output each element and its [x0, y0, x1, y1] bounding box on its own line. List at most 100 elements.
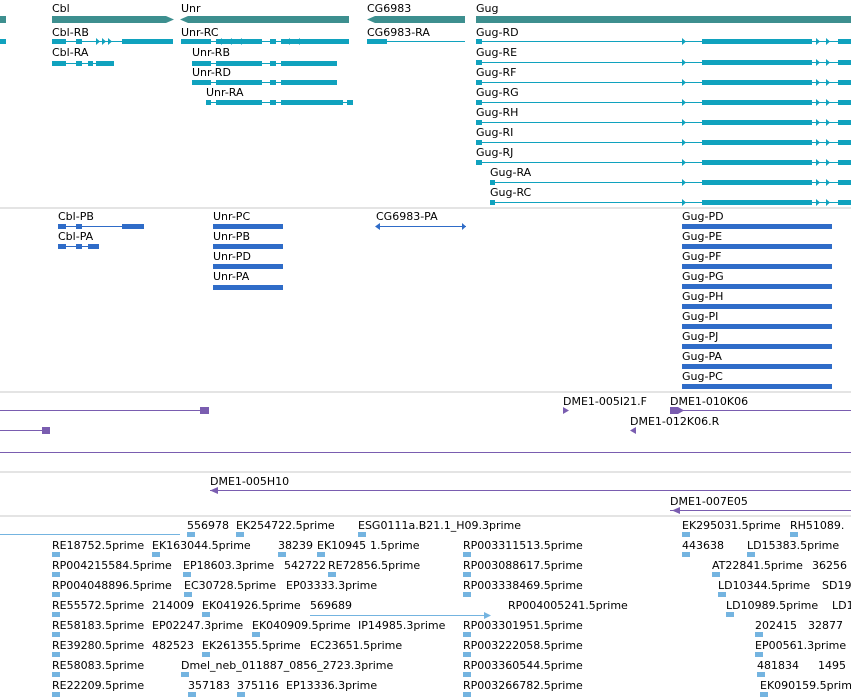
protein-cbl-pb[interactable]: Cbl-PB: [58, 210, 144, 229]
protein-unr-pb[interactable]: Unr-PB: [213, 230, 283, 249]
est-feature[interactable]: [52, 632, 60, 637]
transcript-label: Gug-RD: [476, 26, 519, 39]
gene-gug[interactable]: Gug: [476, 2, 851, 23]
transcript-gug-rh[interactable]: Gug-RH: [476, 106, 851, 125]
transcript-unr-rc[interactable]: Unr-RC: [181, 26, 349, 44]
est-feature[interactable]: [278, 552, 286, 557]
est-feature[interactable]: [463, 692, 471, 697]
transcript-unr-rb[interactable]: Unr-RB: [192, 46, 337, 66]
est-feature[interactable]: [202, 652, 210, 657]
est-feature[interactable]: [52, 552, 60, 557]
est-label: RP003088617.5prime: [463, 559, 583, 572]
est-feature[interactable]: [463, 652, 471, 657]
protein-gug-pg[interactable]: Gug-PG: [682, 270, 832, 289]
transcript-unr-rd[interactable]: Unr-RD: [192, 66, 337, 85]
est-feature[interactable]: [52, 652, 60, 657]
est-feature[interactable]: [463, 632, 471, 637]
est-feature[interactable]: [682, 552, 690, 557]
exon: [213, 224, 283, 229]
est-feature[interactable]: [328, 572, 336, 577]
clone-dme1-005i21[interactable]: DME1-005I21.F: [563, 395, 647, 414]
est-feature[interactable]: [484, 612, 491, 619]
est-feature[interactable]: [237, 692, 245, 697]
est-feature[interactable]: [463, 572, 471, 577]
gene-cg6983[interactable]: CG6983: [367, 2, 465, 23]
est-feature[interactable]: [755, 632, 763, 637]
est-feature[interactable]: [463, 552, 471, 557]
transcript-gug-re[interactable]: Gug-RE: [476, 46, 851, 65]
est-feature[interactable]: [187, 532, 195, 537]
est-feature[interactable]: [236, 532, 244, 537]
est-feature[interactable]: [755, 652, 763, 657]
transcript-gug-rc[interactable]: Gug-RC: [490, 186, 851, 205]
clone-dme1-007e05[interactable]: DME1-007E05: [670, 495, 851, 514]
est-feature[interactable]: [202, 612, 210, 617]
est-feature[interactable]: [52, 612, 60, 617]
protein-cbl-pa[interactable]: Cbl-PA: [58, 230, 99, 249]
protein-unr-pa[interactable]: Unr-PA: [213, 270, 283, 290]
protein-gug-pe[interactable]: Gug-PE: [682, 230, 832, 249]
est-feature[interactable]: [184, 592, 192, 597]
protein-gug-pj[interactable]: Gug-PJ: [682, 330, 832, 349]
transcript-gug-rg[interactable]: Gug-RG: [476, 86, 851, 105]
protein-gug-pi[interactable]: Gug-PI: [682, 310, 832, 329]
est-feature[interactable]: [52, 672, 60, 677]
transcript-cbl-ra[interactable]: Cbl-RA: [52, 46, 114, 66]
protein-unr-pc[interactable]: Unr-PC: [213, 210, 283, 229]
transcript-gug-ra[interactable]: Gug-RA: [490, 166, 851, 185]
transcript-unr-ra[interactable]: Unr-RA: [206, 86, 353, 105]
gene-cbl[interactable]: Cbl: [52, 2, 174, 23]
protein-unr-pd[interactable]: Unr-PD: [213, 250, 283, 269]
exon: [702, 80, 812, 85]
est-feature[interactable]: [358, 532, 366, 537]
est-feature[interactable]: [52, 572, 60, 577]
protein-cg6983-pa[interactable]: CG6983-PA: [375, 210, 466, 230]
est-feature[interactable]: [317, 552, 325, 557]
est-feature[interactable]: [463, 592, 471, 597]
transcript-cbl-rb[interactable]: Cbl-RB: [52, 26, 173, 44]
gene-bar[interactable]: [0, 16, 6, 23]
exon: [281, 61, 337, 66]
est-feature[interactable]: [183, 572, 191, 577]
est-feature[interactable]: [790, 532, 798, 537]
est-feature[interactable]: [757, 672, 765, 677]
protein-gug-pa[interactable]: Gug-PA: [682, 350, 832, 369]
est-label: 1.5prime: [370, 539, 420, 552]
est-feature[interactable]: [52, 592, 60, 597]
protein-gug-pd[interactable]: Gug-PD: [682, 210, 832, 229]
est-label: RE39280.5prime: [52, 639, 144, 652]
est-feature[interactable]: [712, 572, 720, 577]
est-feature[interactable]: [718, 592, 726, 597]
est-feature[interactable]: [747, 552, 755, 557]
clone-span[interactable]: [0, 407, 209, 414]
est-label: RE55572.5prime: [52, 599, 144, 612]
est-feature[interactable]: [252, 632, 260, 637]
est-feature[interactable]: [152, 552, 160, 557]
clone-dme1-012k06[interactable]: DME1-012K06.R: [630, 415, 720, 434]
protein-gug-pf[interactable]: Gug-PF: [682, 250, 832, 269]
est-feature[interactable]: [463, 672, 471, 677]
est-feature[interactable]: [52, 692, 60, 697]
gene-unr[interactable]: Unr: [180, 2, 349, 23]
protein-gug-pc[interactable]: Gug-PC: [682, 370, 832, 389]
clone-span[interactable]: [0, 427, 50, 434]
est-feature[interactable]: [181, 672, 189, 677]
transcript-gug-ri[interactable]: Gug-RI: [476, 126, 851, 145]
protein-gug-ph[interactable]: Gug-PH: [682, 290, 832, 309]
transcript-cg6983-ra[interactable]: CG6983-RA: [367, 26, 465, 44]
transcript-gug-rj[interactable]: Gug-RJ: [476, 146, 851, 165]
transcript-gug-rd[interactable]: Gug-RD: [476, 26, 851, 44]
est-feature[interactable]: [188, 692, 196, 697]
est-feature[interactable]: [726, 612, 734, 617]
est-label: RP004215584.5prime: [52, 559, 172, 572]
transcript-bar[interactable]: [0, 39, 6, 44]
transcript-gug-rf[interactable]: Gug-RF: [476, 66, 851, 85]
gene-bar: [180, 16, 349, 23]
exon: [216, 100, 262, 105]
clone-end-marker: [672, 507, 680, 514]
est-feature[interactable]: [760, 692, 768, 697]
est-feature[interactable]: [682, 532, 690, 537]
clone-dme1-005h10[interactable]: DME1-005H10: [210, 475, 851, 494]
clone-dme1-010k06[interactable]: DME1-010K06: [670, 395, 851, 414]
est-label: EP00561.3prime: [755, 639, 846, 652]
